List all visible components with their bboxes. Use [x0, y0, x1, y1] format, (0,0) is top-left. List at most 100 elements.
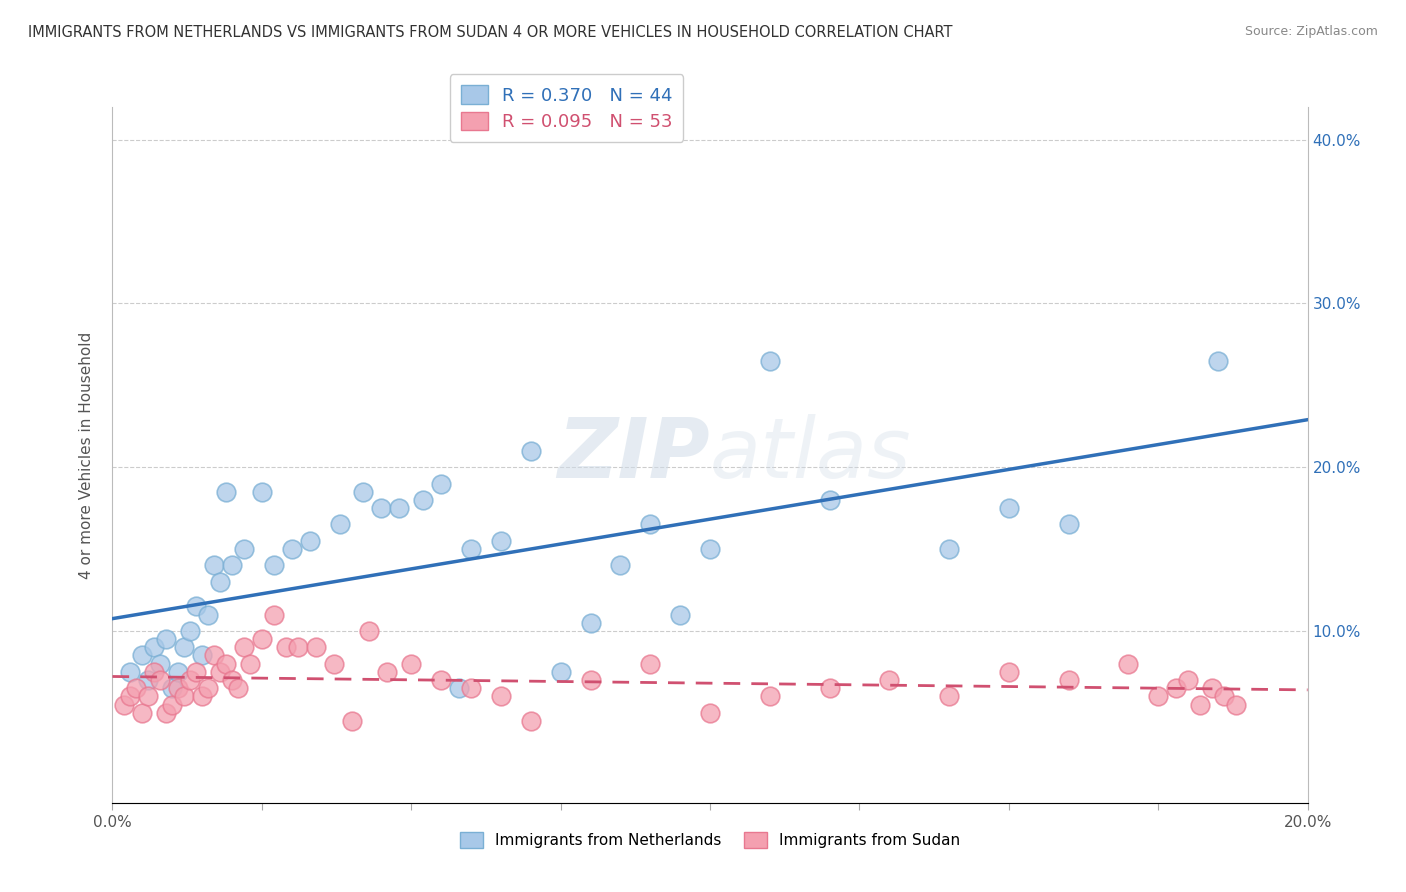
Point — [298, 533, 321, 548]
Point — [239, 657, 262, 671]
Point — [818, 681, 841, 696]
Point — [179, 673, 201, 687]
Point — [489, 533, 512, 548]
Point — [1225, 698, 1247, 712]
Point — [460, 681, 482, 696]
Point — [640, 517, 662, 532]
Point — [359, 624, 381, 638]
Point — [173, 640, 195, 655]
Point — [186, 665, 208, 679]
Point — [1147, 690, 1170, 704]
Point — [191, 690, 214, 704]
Point — [221, 673, 243, 687]
Point — [353, 484, 375, 499]
Point — [191, 648, 214, 663]
Point — [250, 632, 273, 646]
Point — [1189, 698, 1212, 712]
Point — [167, 681, 190, 696]
Point — [460, 542, 482, 557]
Point — [131, 706, 153, 720]
Point — [138, 673, 160, 687]
Point — [401, 657, 423, 671]
Point — [162, 681, 183, 696]
Point — [322, 657, 344, 671]
Text: ZIP: ZIP — [557, 415, 710, 495]
Point — [197, 681, 219, 696]
Point — [162, 698, 183, 712]
Point — [938, 542, 960, 557]
Point — [143, 640, 166, 655]
Point — [1206, 353, 1229, 368]
Point — [274, 640, 297, 655]
Text: atlas: atlas — [710, 415, 911, 495]
Point — [579, 673, 602, 687]
Point — [305, 640, 328, 655]
Point — [186, 599, 208, 614]
Point — [167, 665, 190, 679]
Point — [263, 558, 285, 573]
Point — [287, 640, 309, 655]
Point — [125, 681, 148, 696]
Point — [221, 558, 243, 573]
Point — [520, 714, 543, 728]
Point — [173, 690, 195, 704]
Point — [640, 657, 662, 671]
Y-axis label: 4 or more Vehicles in Household: 4 or more Vehicles in Household — [79, 331, 94, 579]
Point — [1177, 673, 1199, 687]
Point — [1166, 681, 1188, 696]
Point — [179, 624, 201, 638]
Point — [1057, 673, 1080, 687]
Point — [1057, 517, 1080, 532]
Point — [131, 648, 153, 663]
Point — [340, 714, 363, 728]
Point — [938, 690, 960, 704]
Point — [998, 665, 1021, 679]
Point — [388, 501, 411, 516]
Point — [138, 690, 160, 704]
Point — [377, 665, 399, 679]
Point — [430, 673, 453, 687]
Point — [412, 492, 434, 507]
Point — [209, 665, 232, 679]
Point — [263, 607, 285, 622]
Point — [818, 492, 841, 507]
Point — [215, 657, 238, 671]
Point — [209, 574, 232, 589]
Point — [699, 706, 721, 720]
Point — [120, 665, 142, 679]
Text: Source: ZipAtlas.com: Source: ZipAtlas.com — [1244, 25, 1378, 38]
Point — [759, 690, 782, 704]
Point — [998, 501, 1021, 516]
Point — [1201, 681, 1223, 696]
Point — [215, 484, 238, 499]
Point — [1118, 657, 1140, 671]
Point — [579, 615, 602, 630]
Point — [197, 607, 219, 622]
Text: IMMIGRANTS FROM NETHERLANDS VS IMMIGRANTS FROM SUDAN 4 OR MORE VEHICLES IN HOUSE: IMMIGRANTS FROM NETHERLANDS VS IMMIGRANT… — [28, 25, 953, 40]
Point — [226, 681, 249, 696]
Point — [202, 648, 225, 663]
Point — [699, 542, 721, 557]
Point — [609, 558, 631, 573]
Point — [879, 673, 901, 687]
Point — [329, 517, 352, 532]
Point — [155, 632, 177, 646]
Point — [370, 501, 392, 516]
Point — [149, 657, 172, 671]
Point — [489, 690, 512, 704]
Point — [233, 542, 256, 557]
Point — [155, 706, 177, 720]
Point — [202, 558, 225, 573]
Point — [1213, 690, 1236, 704]
Legend: Immigrants from Netherlands, Immigrants from Sudan: Immigrants from Netherlands, Immigrants … — [454, 826, 966, 855]
Point — [520, 443, 543, 458]
Point — [233, 640, 256, 655]
Point — [149, 673, 172, 687]
Point — [250, 484, 273, 499]
Point — [114, 698, 135, 712]
Point — [281, 542, 304, 557]
Point — [120, 690, 142, 704]
Point — [759, 353, 782, 368]
Point — [550, 665, 572, 679]
Point — [669, 607, 692, 622]
